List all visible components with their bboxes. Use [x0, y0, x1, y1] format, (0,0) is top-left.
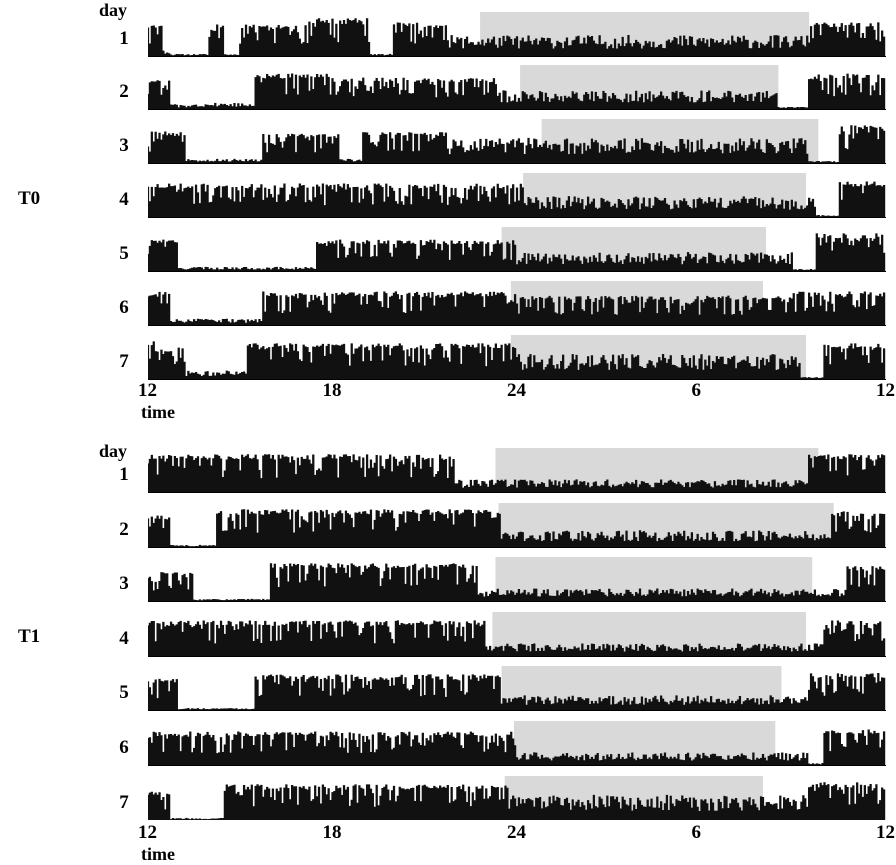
- day-label: 6: [119, 737, 129, 758]
- panel-label-t0: T0: [18, 188, 41, 209]
- day-label: 1: [119, 464, 129, 485]
- activity-trace-day-4: [148, 620, 886, 656]
- activity-trace-day-1: [148, 454, 886, 492]
- day-label: 2: [119, 81, 129, 102]
- activity-trace-day-7: [148, 782, 886, 820]
- activity-trace-day-3: [148, 563, 886, 601]
- x-tick-label: 18: [322, 822, 342, 843]
- x-tick-label: 12: [138, 380, 157, 401]
- x-tick-label: 6: [691, 822, 702, 843]
- day-label: 7: [119, 351, 129, 372]
- day-label: 4: [119, 189, 129, 210]
- day-header-t1: day: [99, 441, 128, 461]
- actogram-plot-t0: [148, 12, 886, 380]
- activity-trace-day-5: [148, 672, 886, 710]
- activity-trace-day-5: [148, 233, 886, 271]
- x-tick-label: 12: [876, 380, 895, 401]
- x-tick-label: 24: [507, 380, 526, 401]
- x-axis-title-t1: time: [141, 844, 175, 864]
- activity-trace-day-3: [148, 125, 886, 163]
- activity-trace-day-1: [148, 18, 886, 56]
- activity-trace-day-2: [148, 509, 886, 547]
- x-tick-label: 12: [876, 822, 895, 843]
- day-label: 4: [119, 628, 129, 649]
- day-label: 5: [119, 682, 129, 703]
- day-label: 3: [119, 135, 129, 156]
- day-label: 6: [119, 297, 129, 318]
- day-label: 2: [119, 519, 129, 540]
- day-label: 5: [119, 243, 129, 264]
- activity-trace-day-6: [148, 729, 886, 765]
- activity-trace-day-7: [148, 341, 886, 379]
- x-tick-label: 24: [507, 822, 526, 843]
- activity-trace-day-6: [148, 291, 886, 325]
- x-tick-label: 6: [691, 380, 702, 401]
- day-label: 7: [119, 792, 129, 813]
- day-header-t0: day: [99, 0, 128, 20]
- activity-trace-day-4: [148, 181, 886, 217]
- activity-trace-day-2: [148, 73, 886, 109]
- x-tick-label: 12: [138, 822, 157, 843]
- day-label: 3: [119, 573, 129, 594]
- actogram-plot-t1: [148, 448, 886, 820]
- day-label: 1: [119, 28, 129, 49]
- panel-label-t1: T1: [18, 626, 41, 647]
- x-tick-label: 18: [322, 380, 342, 401]
- x-axis-title-t0: time: [141, 402, 175, 422]
